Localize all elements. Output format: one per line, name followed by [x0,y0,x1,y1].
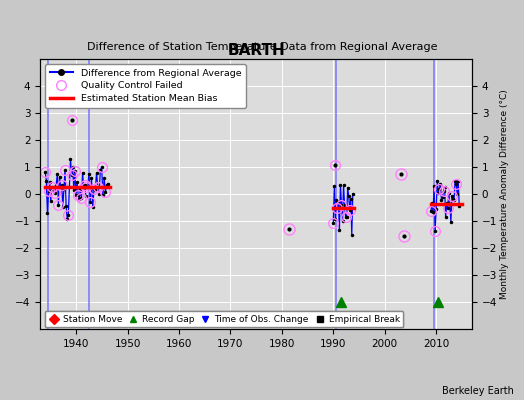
Text: Difference of Station Temperature Data from Regional Average: Difference of Station Temperature Data f… [87,42,437,52]
Legend: Station Move, Record Gap, Time of Obs. Change, Empirical Break: Station Move, Record Gap, Time of Obs. C… [45,311,403,328]
Text: Berkeley Earth: Berkeley Earth [442,386,514,396]
Title: BARTH: BARTH [227,43,285,58]
Y-axis label: Monthly Temperature Anomaly Difference (°C): Monthly Temperature Anomaly Difference (… [500,89,509,299]
